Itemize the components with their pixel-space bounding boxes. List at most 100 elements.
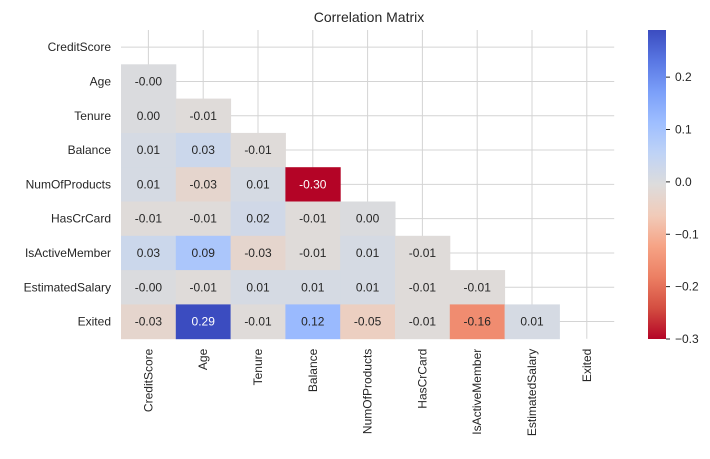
y-tick-label: Balance bbox=[68, 143, 112, 157]
heatmap-cell bbox=[175, 98, 232, 134]
cell-value-label: -0.01 bbox=[135, 212, 163, 226]
heatmap-cell bbox=[121, 270, 177, 305]
cell-value-label: -0.01 bbox=[299, 246, 327, 260]
y-tick-label: HasCrCard bbox=[51, 212, 111, 226]
x-tick-label: Balance bbox=[306, 348, 320, 392]
cell-value-label: 0.01 bbox=[356, 246, 380, 260]
x-tick-label: EstimatedSalary bbox=[525, 349, 539, 436]
cell-value-label: -0.05 bbox=[354, 315, 382, 329]
colorbar-tick-label: −0.1 bbox=[675, 227, 699, 241]
heatmap-cell bbox=[121, 201, 177, 237]
cell-value-label: 0.02 bbox=[246, 212, 270, 226]
heatmap-cell bbox=[285, 270, 341, 305]
y-tick-label: Age bbox=[90, 74, 112, 88]
heatmap-cell bbox=[395, 270, 451, 305]
x-tick-label: IsActiveMember bbox=[470, 349, 484, 435]
heatmap-cell bbox=[285, 201, 341, 237]
heatmap-cell bbox=[121, 167, 177, 202]
heatmap-cell bbox=[121, 98, 177, 134]
x-tick-label: Age bbox=[196, 348, 210, 370]
heatmap-cell bbox=[449, 304, 506, 340]
heatmap-cell bbox=[230, 201, 286, 237]
heatmap-cell bbox=[340, 235, 396, 271]
heatmap-cell bbox=[285, 235, 341, 271]
cell-value-label: -0.03 bbox=[190, 177, 218, 191]
chart-title: Correlation Matrix bbox=[314, 9, 424, 25]
heatmap-cell bbox=[340, 201, 396, 237]
heatmap-cell bbox=[121, 304, 177, 340]
cell-value-label: 0.01 bbox=[246, 280, 270, 294]
y-tick-labels: CreditScore Age Tenure Balance NumOfProducts… bbox=[24, 40, 112, 328]
heatmap-cell bbox=[230, 132, 286, 168]
heatmap-cell bbox=[449, 270, 506, 305]
heatmap-cell bbox=[395, 235, 451, 271]
colorbar-ticks: 0.2 0.1 0.0 −0.1 −0.2 −0.3 bbox=[666, 70, 699, 346]
colorbar-tick-label: −0.2 bbox=[675, 280, 699, 294]
cell-value-label: -0.01 bbox=[244, 143, 272, 157]
cell-value-label: 0.01 bbox=[246, 177, 270, 191]
colorbar-tick-label: 0.0 bbox=[675, 175, 692, 189]
cell-value-label: -0.01 bbox=[190, 212, 218, 226]
x-tick-label: Exited bbox=[580, 349, 594, 382]
y-tick-label: Exited bbox=[78, 315, 111, 329]
heatmap-cell bbox=[175, 132, 232, 168]
cell-value-label: -0.01 bbox=[299, 212, 327, 226]
cell-value-label: 0.00 bbox=[137, 109, 161, 123]
cell-value-label: -0.01 bbox=[409, 315, 437, 329]
x-tick-label: HasCrCard bbox=[415, 349, 429, 409]
y-tick-label: EstimatedSalary bbox=[24, 280, 111, 294]
colorbar-tick-label: −0.3 bbox=[675, 332, 699, 346]
cell-value-label: 0.03 bbox=[137, 246, 161, 260]
cell-value-label: -0.01 bbox=[464, 280, 492, 294]
heatmap-cell bbox=[175, 235, 232, 271]
heatmap-cell bbox=[340, 270, 396, 305]
cell-value-label: -0.01 bbox=[190, 280, 218, 294]
cell-value-label: 0.01 bbox=[137, 143, 161, 157]
x-tick-label: Tenure bbox=[251, 348, 265, 385]
heatmap-cell bbox=[175, 201, 232, 237]
cell-value-label: -0.30 bbox=[299, 177, 327, 191]
colorbar-gradient bbox=[648, 30, 666, 339]
heatmap-cell bbox=[395, 304, 451, 340]
cell-value-label: 0.00 bbox=[356, 212, 380, 226]
x-tick-labels: CreditScore Age Tenure Balance NumOfProducts… bbox=[141, 348, 593, 436]
colorbar-tick-label: 0.1 bbox=[675, 123, 692, 137]
cell-value-label: -0.01 bbox=[244, 315, 272, 329]
cell-value-label: 0.01 bbox=[137, 177, 161, 191]
heatmap-cell bbox=[175, 167, 232, 202]
x-tick-label: CreditScore bbox=[141, 348, 155, 412]
colorbar: 0.2 0.1 0.0 −0.1 −0.2 −0.3 bbox=[648, 30, 699, 346]
colorbar-tick-label: 0.2 bbox=[675, 70, 692, 84]
heatmap-cell bbox=[121, 235, 177, 271]
heatmap-cell bbox=[340, 304, 396, 340]
cell-value-label: -0.03 bbox=[135, 315, 163, 329]
heatmap-cell bbox=[230, 235, 286, 271]
heatmap-cell bbox=[230, 270, 286, 305]
heatmap-cell bbox=[121, 132, 177, 168]
cell-value-label: -0.01 bbox=[409, 280, 437, 294]
heatmap-cell bbox=[230, 304, 286, 340]
heatmap-cells: -0.00 0.00 -0.01 0.01 0.03 -0.01 0.01 -0.03 0.01… bbox=[121, 64, 560, 340]
heatmap-cell bbox=[285, 167, 341, 202]
y-tick-label: IsActiveMember bbox=[25, 246, 111, 260]
cell-value-label: -0.01 bbox=[190, 109, 218, 123]
cell-value-label: 0.12 bbox=[301, 315, 325, 329]
cell-value-label: 0.03 bbox=[192, 143, 216, 157]
cell-value-label: -0.00 bbox=[135, 74, 163, 88]
y-tick-label: CreditScore bbox=[48, 40, 112, 54]
y-tick-label: NumOfProducts bbox=[26, 177, 111, 191]
heatmap-cell bbox=[504, 304, 560, 340]
cell-value-label: 0.09 bbox=[192, 246, 216, 260]
heatmap-cell bbox=[175, 304, 232, 340]
heatmap-cell bbox=[285, 304, 341, 340]
cell-value-label: 0.29 bbox=[192, 315, 216, 329]
cell-value-label: -0.03 bbox=[244, 246, 272, 260]
x-tick-label: NumOfProducts bbox=[361, 349, 375, 434]
cell-value-label: -0.00 bbox=[135, 280, 163, 294]
cell-value-label: -0.16 bbox=[464, 315, 492, 329]
heatmap-cell bbox=[175, 270, 232, 305]
cell-value-label: -0.01 bbox=[409, 246, 437, 260]
cell-value-label: 0.01 bbox=[301, 280, 325, 294]
heatmap-cell bbox=[121, 64, 177, 100]
